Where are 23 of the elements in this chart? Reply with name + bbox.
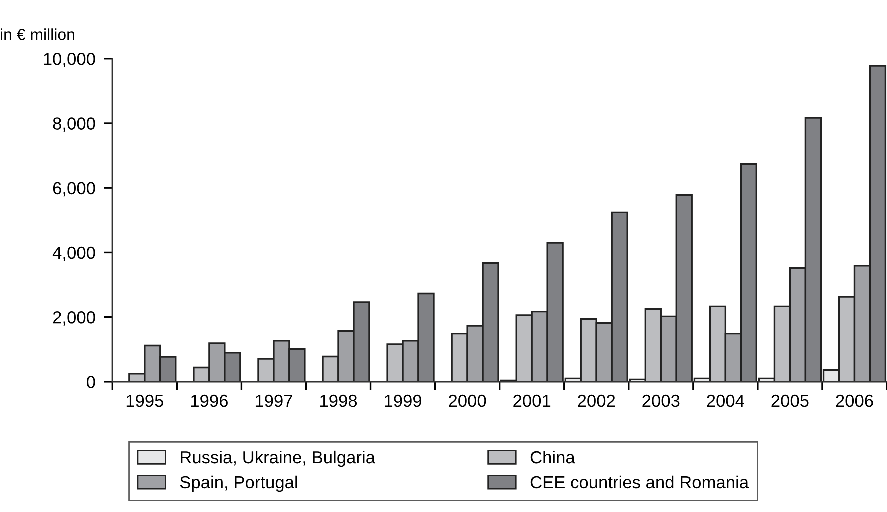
x-tick-label: 2005 bbox=[772, 394, 809, 408]
y-tick-label: 10,000 bbox=[44, 53, 96, 68]
x-tick-label: 2000 bbox=[449, 394, 486, 408]
x-tick-label: 2002 bbox=[578, 394, 616, 408]
y-tick-label: 4,000 bbox=[52, 246, 96, 262]
legend-label: CEE countries and Romania bbox=[530, 476, 750, 489]
x-tick-label: 2006 bbox=[836, 394, 874, 408]
legend-label: Russia, Ukraine, Bulgaria bbox=[181, 450, 376, 468]
y-axis-title: in € million bbox=[1, 28, 74, 40]
x-tick-label: 1996 bbox=[191, 394, 228, 408]
x-tick-label: 2001 bbox=[514, 394, 551, 408]
x-tick-label: 1999 bbox=[385, 394, 422, 408]
x-tick-label: 1998 bbox=[320, 394, 358, 408]
y-tick-label: 0 bbox=[87, 376, 96, 388]
x-tick-label: 1995 bbox=[126, 394, 164, 408]
y-tick-label: 2,000 bbox=[53, 312, 96, 326]
x-tick-label: 2003 bbox=[642, 394, 680, 408]
legend-label: China bbox=[530, 450, 576, 464]
y-tick-label: 8,000 bbox=[53, 118, 96, 132]
x-tick-label: 1997 bbox=[256, 394, 292, 408]
legend-label: Spain, Portugal bbox=[180, 476, 298, 492]
y-tick-label: 6,000 bbox=[53, 182, 96, 197]
x-tick-label: 2004 bbox=[707, 394, 744, 408]
